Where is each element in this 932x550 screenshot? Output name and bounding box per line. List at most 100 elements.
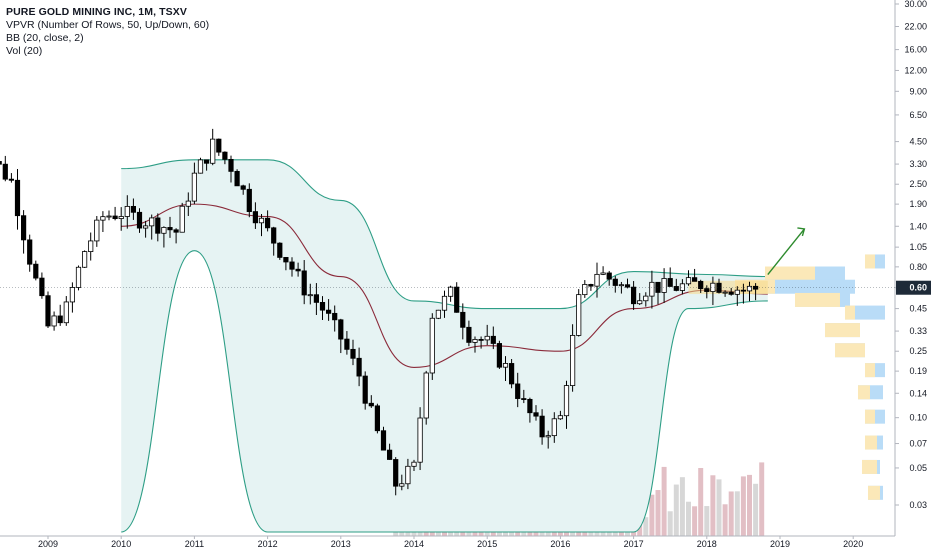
candle-body: [570, 334, 576, 386]
candle-body: [545, 435, 551, 438]
candle-body: [228, 158, 234, 172]
indicator-vol[interactable]: Vol (20): [6, 45, 43, 57]
price-axis[interactable]: 30.00 22.00 16.00 12.00 9.00 6.50 4.50 3.30 2.50…: [894, 0, 932, 536]
candle: [75, 265, 82, 291]
candle: [283, 257, 289, 271]
vpvr-down: [867, 485, 880, 500]
volume-bar: [704, 506, 710, 536]
candle: [508, 358, 515, 389]
x-tick: 2018: [697, 536, 717, 549]
y-tick: 0.19: [895, 366, 927, 376]
y-tick-label: 0.10: [909, 413, 927, 423]
candle-body: [368, 402, 374, 407]
chart-title[interactable]: PURE GOLD MINING INC, 1M, TSXV: [6, 6, 187, 18]
candle: [612, 276, 618, 293]
y-tick: 6.50: [895, 110, 927, 120]
candle: [570, 324, 576, 392]
candle-body: [393, 459, 399, 487]
y-tick: 0.05: [895, 463, 927, 473]
candle: [374, 403, 381, 434]
candle: [423, 370, 429, 425]
candle: [606, 270, 612, 286]
candle: [88, 232, 94, 261]
candle-body: [332, 312, 338, 321]
x-tick-label: 2009: [38, 539, 58, 549]
y-tick-label: 9.00: [909, 86, 927, 96]
candle: [203, 159, 210, 171]
candle: [655, 281, 661, 305]
candle-body: [624, 284, 631, 288]
candle-body: [203, 159, 210, 164]
candle-body: [234, 170, 240, 187]
candle-body: [386, 449, 393, 460]
candle: [484, 324, 490, 346]
candle: [368, 395, 374, 408]
vpvr-down: [824, 323, 860, 338]
y-tick-label: 0.80: [909, 262, 927, 272]
candle: [350, 339, 356, 366]
candle: [673, 278, 679, 292]
bollinger-bands: [121, 159, 768, 533]
vpvr-row: [834, 343, 865, 358]
vpvr-down: [864, 363, 875, 378]
vpvr-row: [764, 266, 845, 281]
candle-body: [466, 326, 472, 343]
candle: [624, 278, 631, 289]
candle-body: [173, 229, 179, 233]
candle-body: [0, 161, 2, 165]
x-tick: 2014: [404, 536, 424, 549]
candle: [246, 183, 252, 218]
candle: [338, 318, 344, 354]
y-tick: 1.90: [895, 199, 927, 209]
bb-fill: [121, 159, 768, 532]
y-tick: 12.00: [895, 65, 927, 75]
candle: [649, 270, 655, 309]
y-tick: 4.50: [895, 137, 927, 147]
candle-body: [606, 272, 612, 280]
candle-body: [447, 286, 454, 297]
candle: [155, 213, 161, 242]
y-tick-label: 0.33: [909, 326, 927, 336]
candle: [527, 397, 533, 423]
candle-body: [161, 227, 167, 234]
candle: [710, 276, 716, 306]
candle-body: [435, 309, 442, 319]
chart-legend: PURE GOLD MINING INC, 1M, TSXV VPVR (Num…: [6, 6, 209, 58]
candle: [728, 287, 734, 296]
indicator-bb[interactable]: BB (20, close, 2): [6, 32, 84, 44]
indicator-vpvr[interactable]: VPVR (Number Of Rows, 50, Up/Down, 60): [6, 19, 210, 31]
candle-body: [710, 282, 716, 292]
candlesticks: [0, 128, 759, 496]
vpvr-down: [794, 292, 840, 307]
candle: [679, 279, 686, 295]
candle-body: [362, 375, 368, 404]
candle-body: [563, 385, 570, 417]
candle: [521, 389, 527, 404]
candle: [191, 162, 197, 205]
volume-bar: [686, 501, 691, 536]
candle-body: [39, 277, 45, 297]
candle-body: [618, 284, 625, 287]
vpvr-row: [867, 485, 883, 500]
candle-body: [325, 309, 332, 314]
candle: [210, 128, 216, 166]
y-tick-label: 2.50: [909, 179, 927, 189]
candle: [313, 283, 320, 315]
candle-body: [374, 405, 381, 432]
time-axis[interactable]: 2009 2010 2011 2012 2013 2014 2015 2016 2017 2018…: [0, 535, 895, 549]
candle-body: [167, 227, 173, 231]
volume-bar: [722, 504, 728, 536]
candle-body: [490, 335, 496, 344]
candle-body: [307, 294, 313, 297]
candle: [325, 299, 332, 321]
y-tick: 9.00: [895, 86, 927, 96]
candle-body: [100, 216, 106, 221]
vpvr-row: [857, 385, 883, 400]
candle: [582, 280, 588, 298]
candle-body: [283, 257, 289, 263]
candle-body: [264, 217, 271, 229]
candle: [393, 457, 399, 496]
candle: [106, 210, 112, 221]
candle-body: [484, 335, 490, 341]
